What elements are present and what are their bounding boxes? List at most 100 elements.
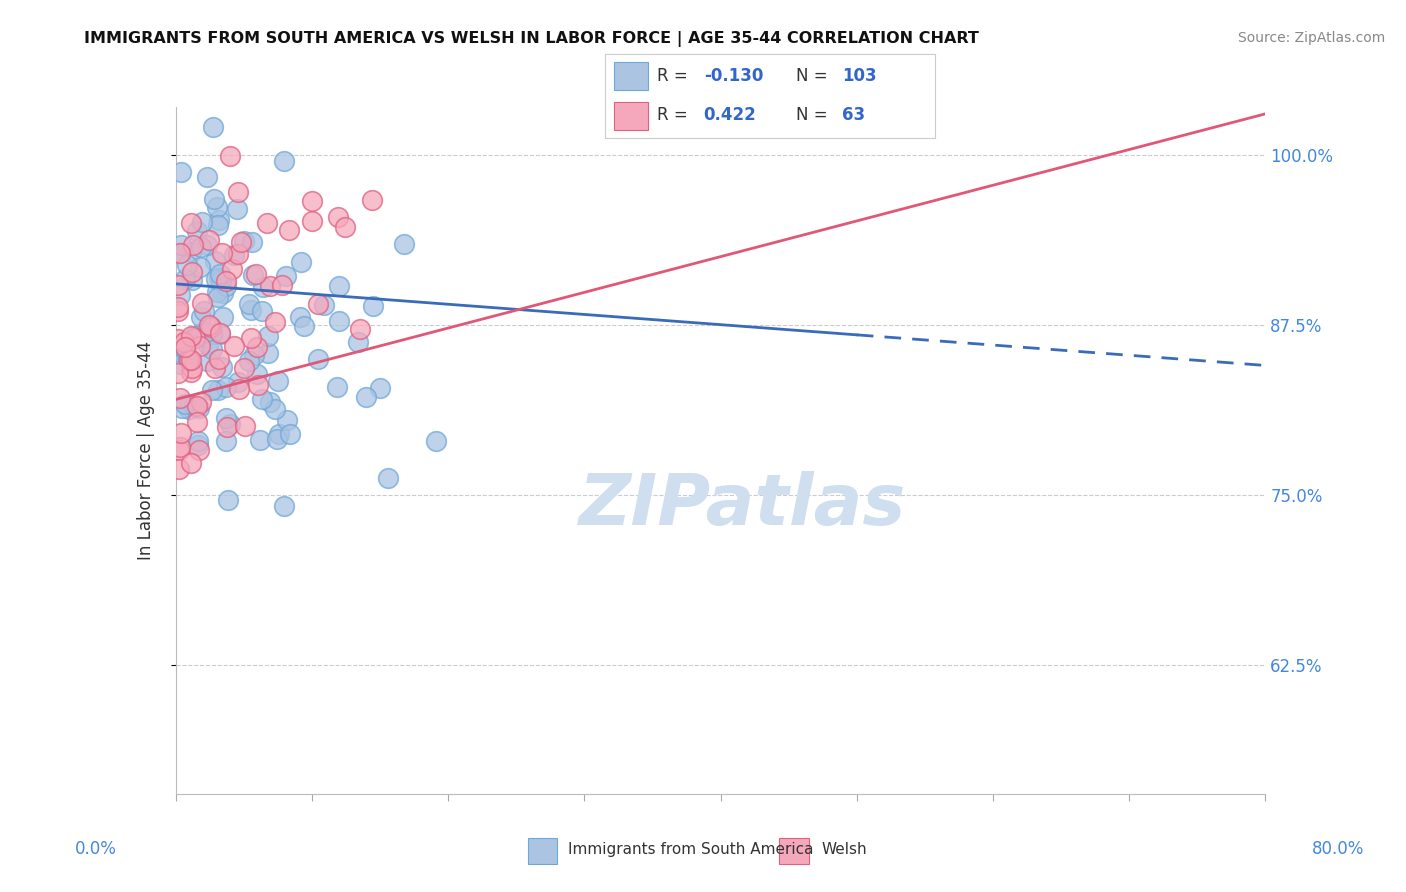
Point <box>169 238 191 252</box>
Point <box>221 262 243 277</box>
Point <box>200 320 222 334</box>
Point <box>188 260 211 275</box>
Bar <box>779 838 808 863</box>
Text: R =: R = <box>658 68 693 86</box>
Point <box>195 238 218 252</box>
Point <box>222 248 245 262</box>
Point <box>180 216 202 230</box>
Point <box>267 374 290 388</box>
Point <box>288 310 311 324</box>
Point <box>209 273 232 287</box>
Point <box>226 185 249 199</box>
Point <box>173 340 195 354</box>
Point <box>266 433 288 447</box>
Point <box>233 234 256 248</box>
Point <box>170 165 193 179</box>
Text: -0.130: -0.130 <box>704 68 763 86</box>
Point <box>201 327 224 342</box>
Point <box>180 265 202 279</box>
Point <box>226 375 249 389</box>
Point <box>169 288 191 302</box>
Point <box>208 271 231 285</box>
Point <box>169 461 191 475</box>
Point <box>301 214 323 228</box>
Point <box>208 213 231 227</box>
Point <box>167 366 190 380</box>
Point <box>202 192 225 206</box>
Point <box>219 149 242 163</box>
Point <box>181 273 204 287</box>
Point <box>267 427 290 442</box>
Point <box>209 326 232 341</box>
Text: 0.422: 0.422 <box>704 106 756 124</box>
Point <box>180 329 202 343</box>
Point <box>368 381 391 395</box>
Point <box>292 318 315 333</box>
Point <box>215 380 238 394</box>
Point <box>169 440 191 454</box>
Point <box>205 272 228 286</box>
Point <box>184 330 207 344</box>
Point <box>208 327 231 342</box>
Point <box>217 493 239 508</box>
Point <box>256 216 278 230</box>
Text: Immigrants from South America: Immigrants from South America <box>568 842 814 857</box>
Point <box>211 246 233 260</box>
Point <box>186 399 208 413</box>
Point <box>195 170 218 185</box>
Point <box>215 274 238 288</box>
Point <box>243 348 266 362</box>
Point <box>215 411 238 425</box>
Point <box>180 244 202 259</box>
Point <box>191 215 214 229</box>
Point <box>179 401 201 416</box>
Point <box>169 392 191 406</box>
Point <box>183 329 205 343</box>
Point <box>238 353 260 368</box>
Point <box>208 351 231 366</box>
Point <box>273 499 295 513</box>
Point <box>252 392 274 407</box>
Point <box>274 268 297 283</box>
Point <box>347 335 370 350</box>
Point <box>377 471 399 485</box>
Point <box>201 383 224 397</box>
Text: N =: N = <box>796 68 834 86</box>
Text: 103: 103 <box>842 68 877 86</box>
Point <box>212 286 235 301</box>
Point <box>167 442 190 457</box>
Point <box>232 361 254 376</box>
Point <box>180 353 202 368</box>
Text: Welsh: Welsh <box>823 842 868 857</box>
Point <box>197 233 219 247</box>
Point <box>252 279 274 293</box>
Point <box>188 339 211 353</box>
Point <box>167 333 190 347</box>
Point <box>349 322 371 336</box>
Point <box>212 310 235 324</box>
Point <box>301 194 323 208</box>
Point <box>180 360 202 375</box>
Point <box>328 278 350 293</box>
Point <box>240 235 263 249</box>
Point <box>215 278 238 293</box>
Point <box>290 255 312 269</box>
Text: IMMIGRANTS FROM SOUTH AMERICA VS WELSH IN LABOR FORCE | AGE 35-44 CORRELATION CH: IMMIGRANTS FROM SOUTH AMERICA VS WELSH I… <box>84 31 979 47</box>
Point <box>187 434 209 448</box>
Point <box>307 351 329 366</box>
Point <box>245 267 267 281</box>
Point <box>167 303 190 318</box>
Text: R =: R = <box>658 106 693 124</box>
Point <box>425 434 447 448</box>
Point <box>194 328 217 343</box>
Point <box>242 268 264 282</box>
Point <box>257 329 280 343</box>
Point <box>190 295 212 310</box>
Point <box>222 339 245 353</box>
Point <box>201 342 224 356</box>
Point <box>219 417 242 431</box>
Bar <box>529 838 558 863</box>
Point <box>186 224 208 238</box>
Point <box>205 285 228 300</box>
Point <box>246 378 269 392</box>
